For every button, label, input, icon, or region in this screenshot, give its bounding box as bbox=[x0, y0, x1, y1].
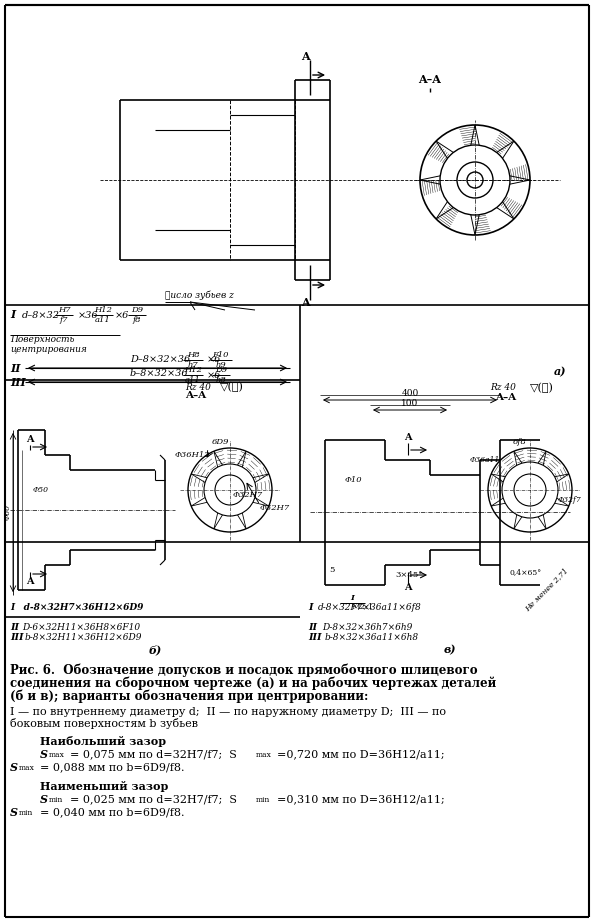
Text: а): а) bbox=[554, 367, 566, 377]
Text: Φ32f7: Φ32f7 bbox=[558, 496, 582, 504]
Text: Наименьший зазор: Наименьший зазор bbox=[40, 781, 168, 792]
Text: 3×45°: 3×45° bbox=[395, 571, 422, 579]
Text: S: S bbox=[40, 749, 48, 760]
Text: d-8×32F7×36a11×6f8: d-8×32F7×36a11×6f8 bbox=[318, 604, 422, 612]
Text: ×36: ×36 bbox=[78, 311, 99, 320]
Text: min: min bbox=[256, 796, 270, 804]
Text: S: S bbox=[40, 794, 48, 805]
Text: f8: f8 bbox=[132, 316, 141, 324]
Polygon shape bbox=[120, 100, 155, 260]
Text: ×6: ×6 bbox=[207, 356, 222, 364]
Text: A: A bbox=[404, 584, 412, 593]
Text: F10: F10 bbox=[211, 351, 228, 359]
Text: b-8×32H11×36H12×6D9: b-8×32H11×36H12×6D9 bbox=[25, 633, 143, 643]
Text: a11: a11 bbox=[95, 316, 111, 324]
Text: Φ60: Φ60 bbox=[4, 504, 12, 520]
Text: min: min bbox=[19, 809, 33, 817]
Text: D9: D9 bbox=[215, 366, 227, 374]
Text: Наибольший зазор: Наибольший зазор bbox=[40, 736, 166, 747]
Text: III: III bbox=[10, 376, 26, 387]
Text: Φ36a11: Φ36a11 bbox=[470, 456, 500, 464]
Text: III: III bbox=[308, 633, 321, 643]
Text: A: A bbox=[26, 435, 34, 444]
Text: =0,720 мм по D=36H12/a11;: =0,720 мм по D=36H12/a11; bbox=[277, 750, 445, 760]
Text: 400: 400 bbox=[402, 389, 419, 398]
Text: H7: H7 bbox=[58, 306, 70, 314]
Text: II: II bbox=[308, 622, 317, 632]
Text: б): б) bbox=[148, 644, 162, 656]
Text: S: S bbox=[10, 807, 18, 818]
Text: 䉾исло зубьев z: 䉾исло зубьев z bbox=[165, 290, 234, 300]
Text: H12: H12 bbox=[184, 366, 202, 374]
Text: I: I bbox=[10, 310, 15, 321]
Text: центрирования: центрирования bbox=[10, 346, 87, 354]
Text: D-6×32H11×36H8×6F10: D-6×32H11×36H8×6F10 bbox=[22, 622, 140, 632]
Text: A: A bbox=[301, 52, 309, 63]
Text: b–8×32×36: b–8×32×36 bbox=[130, 370, 189, 379]
Text: D–8×32×36: D–8×32×36 bbox=[130, 356, 190, 364]
Text: III: III bbox=[10, 633, 24, 643]
Text: d–8×32: d–8×32 bbox=[22, 311, 60, 320]
Text: max: max bbox=[19, 763, 35, 772]
Text: M2:1: M2:1 bbox=[352, 603, 374, 611]
Text: ▽(✓): ▽(✓) bbox=[530, 383, 554, 394]
Text: min: min bbox=[49, 796, 64, 804]
Text: 6f8: 6f8 bbox=[513, 438, 527, 446]
Text: H8: H8 bbox=[187, 351, 200, 359]
Text: max: max bbox=[256, 751, 272, 759]
Text: (б и в); варианты обозначения при центрировании:: (б и в); варианты обозначения при центри… bbox=[10, 690, 368, 703]
Text: I — по внутреннему диаметру d;  II — по наружному диаметру D;  III — по: I — по внутреннему диаметру d; II — по н… bbox=[10, 706, 446, 716]
Text: соединения на сборочном чертеже (а) и на рабочих чертежах деталей: соединения на сборочном чертеже (а) и на… bbox=[10, 676, 496, 690]
Text: Rz 40: Rz 40 bbox=[490, 384, 516, 393]
Text: f7: f7 bbox=[60, 316, 68, 324]
Text: ×6: ×6 bbox=[207, 371, 222, 380]
Text: S: S bbox=[10, 762, 18, 774]
Text: Φ50: Φ50 bbox=[33, 486, 49, 494]
Text: ▽(✓): ▽(✓) bbox=[220, 382, 244, 392]
Text: h9: h9 bbox=[216, 361, 226, 369]
Text: a11: a11 bbox=[185, 376, 201, 384]
Text: Φ36H12: Φ36H12 bbox=[175, 451, 211, 459]
Text: h7: h7 bbox=[188, 361, 198, 369]
Text: A–A: A–A bbox=[495, 393, 516, 401]
Text: h8: h8 bbox=[216, 376, 226, 384]
Text: A: A bbox=[26, 577, 34, 586]
Text: Φ32H7: Φ32H7 bbox=[233, 491, 263, 499]
Text: II: II bbox=[10, 622, 19, 632]
Text: D-8×32×36h7×6h9: D-8×32×36h7×6h9 bbox=[322, 622, 412, 632]
Text: Поверхность: Поверхность bbox=[10, 336, 74, 345]
Text: = 0,025 мм по d=32H7/f7;  S: = 0,025 мм по d=32H7/f7; S bbox=[70, 795, 237, 805]
Text: I: I bbox=[350, 594, 354, 602]
Text: A–A: A–A bbox=[419, 75, 441, 86]
Text: Не менее 2,71: Не менее 2,71 bbox=[523, 567, 570, 613]
Text: b-8×32×36a11×6h8: b-8×32×36a11×6h8 bbox=[325, 633, 419, 643]
Text: 100: 100 bbox=[402, 399, 419, 408]
Text: A–A: A–A bbox=[185, 391, 206, 399]
Text: I   d-8×32H7×36H12×6D9: I d-8×32H7×36H12×6D9 bbox=[10, 604, 143, 612]
Text: I: I bbox=[308, 604, 312, 612]
Text: II: II bbox=[10, 362, 21, 373]
Text: 5: 5 bbox=[329, 566, 334, 574]
Text: 0,4×65°: 0,4×65° bbox=[510, 568, 542, 576]
Text: = 0,075 мм по d=32H7/f7;  S: = 0,075 мм по d=32H7/f7; S bbox=[70, 750, 237, 760]
Text: = 0,040 мм по b=6D9/f8.: = 0,040 мм по b=6D9/f8. bbox=[40, 808, 185, 818]
Text: max: max bbox=[49, 751, 65, 759]
Text: A: A bbox=[404, 433, 412, 443]
Text: = 0,088 мм по b=6D9/f8.: = 0,088 мм по b=6D9/f8. bbox=[40, 762, 185, 773]
Text: в): в) bbox=[444, 644, 456, 656]
Text: H12: H12 bbox=[94, 306, 112, 314]
Text: Φ10: Φ10 bbox=[345, 476, 362, 484]
Text: Φ32H7: Φ32H7 bbox=[260, 504, 290, 512]
Text: A: A bbox=[301, 298, 309, 309]
Text: ×6: ×6 bbox=[115, 311, 129, 320]
Text: Rz 40: Rz 40 bbox=[185, 383, 211, 392]
Text: D9: D9 bbox=[131, 306, 143, 314]
Text: =0,310 мм по D=36H12/a11;: =0,310 мм по D=36H12/a11; bbox=[277, 795, 445, 805]
Text: боковым поверхностям b зубьев: боковым поверхностям b зубьев bbox=[10, 718, 198, 729]
Text: 6D9: 6D9 bbox=[211, 438, 229, 446]
Text: Рис. 6.  Обозначение допусков и посадок прямобочного шлицевого: Рис. 6. Обозначение допусков и посадок п… bbox=[10, 663, 478, 677]
